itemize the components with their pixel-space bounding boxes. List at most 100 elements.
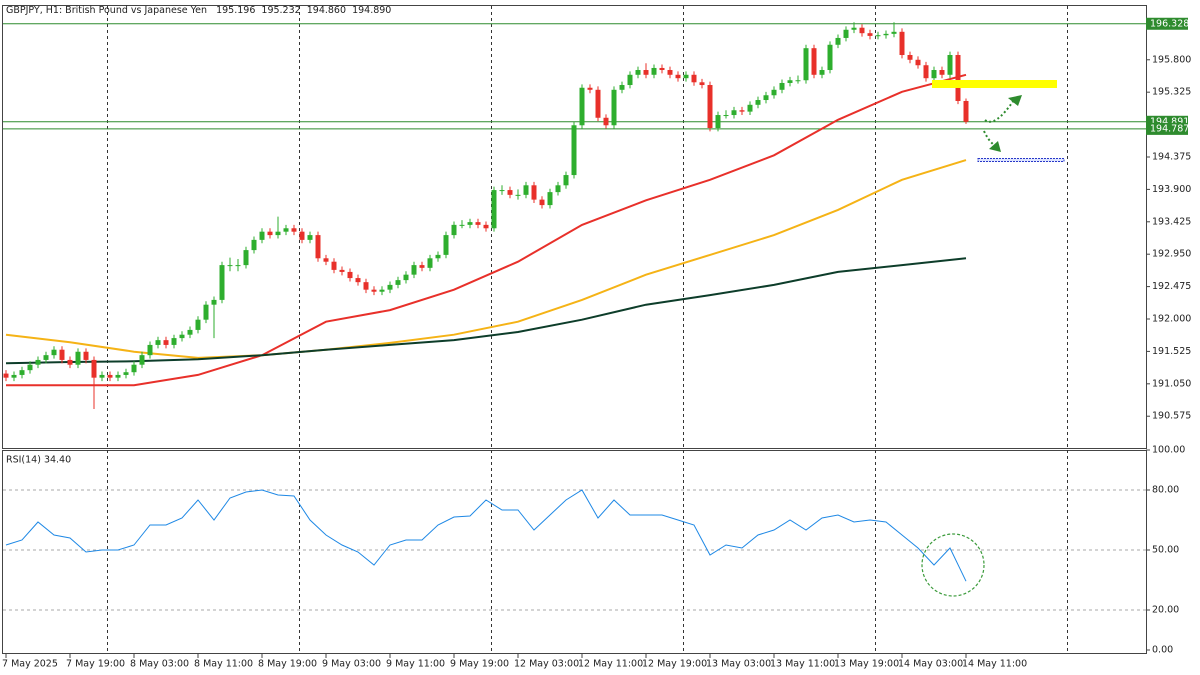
candle-body xyxy=(515,194,521,196)
candle-body xyxy=(291,228,297,232)
candle-body xyxy=(315,235,321,259)
candle-body xyxy=(131,364,137,373)
candle-body xyxy=(787,80,793,83)
candle-body xyxy=(755,100,761,105)
candle-body xyxy=(675,74,681,79)
candle-body xyxy=(907,55,913,60)
arrow-down xyxy=(983,130,995,146)
candle-body xyxy=(571,125,577,176)
candle-body xyxy=(435,254,441,259)
x-tick-label: 9 May 11:00 xyxy=(386,659,445,670)
candle-body xyxy=(723,115,729,117)
candle-body xyxy=(307,235,313,240)
arrow-head xyxy=(1008,95,1022,106)
candle-body xyxy=(563,175,569,186)
candle-body xyxy=(859,27,865,34)
candle-body xyxy=(323,258,329,262)
candle-body xyxy=(59,349,65,360)
x-tick-label: 7 May 19:00 xyxy=(66,659,125,670)
x-tick-label: 13 May 19:00 xyxy=(834,659,899,670)
moving-average xyxy=(5,159,967,359)
candle-body xyxy=(339,269,345,272)
y-tick-label: 194.375 xyxy=(1152,151,1191,162)
candle-body xyxy=(819,70,825,75)
candle-body xyxy=(395,280,401,285)
candle-body xyxy=(107,374,113,378)
x-tick-label: 9 May 03:00 xyxy=(322,659,381,670)
resistance-zone xyxy=(932,80,1057,88)
candle-body xyxy=(403,274,409,281)
y-tick-label: 193.425 xyxy=(1152,216,1191,227)
moving-average xyxy=(5,257,967,365)
x-tick-label: 8 May 03:00 xyxy=(130,659,189,670)
candle-body xyxy=(531,185,537,200)
candle-body xyxy=(363,282,369,290)
x-tick-label: 14 May 11:00 xyxy=(962,659,1027,670)
candle-body xyxy=(915,59,921,66)
x-tick-label: 9 May 19:00 xyxy=(450,659,509,670)
candle-body xyxy=(67,359,73,365)
candle-body xyxy=(195,319,201,330)
arrow-head xyxy=(989,141,1001,152)
moving-averages xyxy=(5,73,967,387)
candle-body xyxy=(795,80,801,82)
candle-body xyxy=(91,359,97,378)
annotations xyxy=(921,80,1065,597)
candle-body xyxy=(507,190,513,195)
candle-body xyxy=(459,224,465,226)
rsi-panel xyxy=(2,450,1147,654)
x-tick-label: 12 May 03:00 xyxy=(514,659,579,670)
candle-body xyxy=(467,222,473,225)
candle-body xyxy=(451,224,457,236)
candle-body xyxy=(827,44,833,71)
axes: 195.800 195.325 194.375 193.900 193.425 192.9… xyxy=(2,17,1191,670)
candle-body xyxy=(763,95,769,101)
candle-body xyxy=(299,231,305,240)
candle-body xyxy=(659,67,665,71)
candle-body xyxy=(99,374,105,378)
low-value: 194.860 xyxy=(307,5,346,16)
price-level-box xyxy=(1146,17,1188,30)
candle-body xyxy=(179,334,185,339)
x-tick-label: 8 May 11:00 xyxy=(194,659,253,670)
y-tick-label: 192.950 xyxy=(1152,249,1191,260)
candle-body xyxy=(155,340,161,345)
candle-body xyxy=(683,74,689,79)
candle-body xyxy=(635,70,641,75)
y-tick-label: 193.900 xyxy=(1152,184,1191,195)
candle-body xyxy=(603,117,609,126)
candle-body xyxy=(243,250,249,266)
x-tick-label: 7 May 2025 xyxy=(2,659,58,670)
candle-body xyxy=(163,340,169,345)
candle-body xyxy=(611,89,617,126)
candle-body xyxy=(731,110,737,116)
rsi-line xyxy=(5,489,967,582)
candle-body xyxy=(411,265,417,275)
chart-title: GBPJPY, H1: British Pound vs Japanese Ye… xyxy=(6,5,391,16)
candle-body xyxy=(267,231,273,236)
candle-body xyxy=(899,31,905,56)
candle-body xyxy=(251,239,257,251)
candle-body xyxy=(963,100,969,122)
candle-body xyxy=(867,33,873,36)
candle-body xyxy=(779,82,785,90)
symbol-title: GBPJPY, H1: British Pound vs Japanese Ye… xyxy=(6,5,207,16)
candle-body xyxy=(419,265,425,268)
candle-body xyxy=(851,27,857,30)
candle-body xyxy=(283,228,289,232)
candle-body xyxy=(499,190,505,192)
candle-body xyxy=(211,299,217,305)
x-tick-label: 12 May 19:00 xyxy=(642,659,707,670)
candle-body xyxy=(835,37,841,45)
candle-body xyxy=(387,284,393,290)
candle-body xyxy=(331,261,337,270)
candle-body xyxy=(627,74,633,86)
x-tick-label: 14 May 03:00 xyxy=(898,659,963,670)
candle-body xyxy=(939,70,945,75)
rsi xyxy=(3,489,1146,611)
candle-body xyxy=(595,89,601,118)
candle-body xyxy=(275,231,281,236)
y-tick-label: 195.325 xyxy=(1152,87,1191,98)
